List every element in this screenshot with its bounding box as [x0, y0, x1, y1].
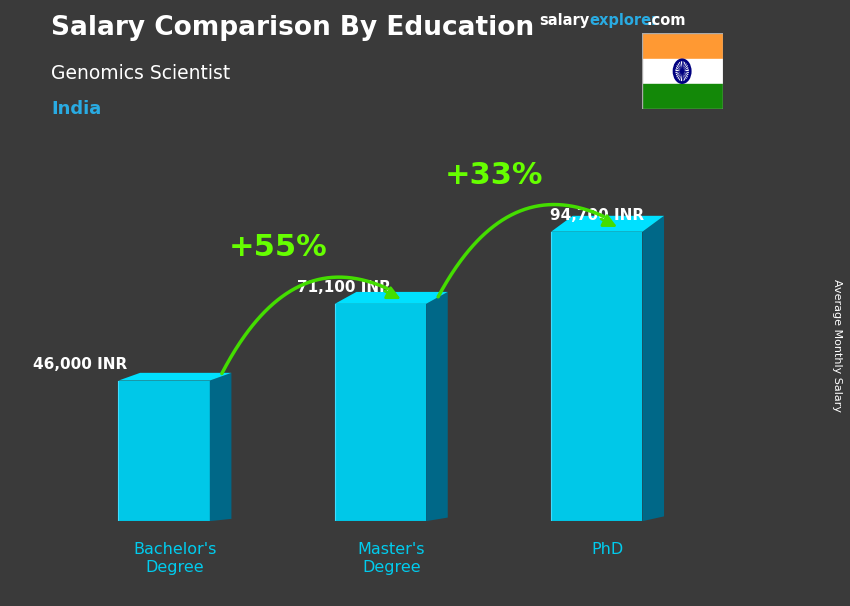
- Text: Salary Comparison By Education: Salary Comparison By Education: [51, 15, 534, 41]
- Text: Genomics Scientist: Genomics Scientist: [51, 64, 230, 82]
- Polygon shape: [335, 304, 426, 521]
- Polygon shape: [210, 373, 231, 521]
- Polygon shape: [551, 231, 643, 521]
- Polygon shape: [118, 381, 210, 521]
- Circle shape: [681, 69, 683, 73]
- Text: +55%: +55%: [229, 233, 327, 262]
- Text: Bachelor's
Degree: Bachelor's Degree: [133, 542, 217, 574]
- Polygon shape: [426, 292, 448, 521]
- Text: 46,000 INR: 46,000 INR: [33, 357, 128, 371]
- Polygon shape: [643, 216, 664, 521]
- Polygon shape: [335, 292, 448, 304]
- Text: 71,100 INR: 71,100 INR: [298, 280, 391, 295]
- Bar: [642, 33, 722, 59]
- Text: +33%: +33%: [445, 161, 543, 190]
- Bar: [642, 84, 722, 109]
- Polygon shape: [551, 216, 664, 231]
- Text: Master's
Degree: Master's Degree: [358, 542, 425, 574]
- Text: .com: .com: [646, 13, 685, 28]
- Text: explorer: explorer: [589, 13, 659, 28]
- Text: India: India: [51, 100, 101, 118]
- Text: Average Monthly Salary: Average Monthly Salary: [832, 279, 842, 412]
- Bar: [642, 59, 722, 84]
- Text: 94,700 INR: 94,700 INR: [550, 208, 643, 223]
- Text: PhD: PhD: [592, 542, 624, 558]
- Polygon shape: [118, 373, 231, 381]
- Text: salary: salary: [540, 13, 590, 28]
